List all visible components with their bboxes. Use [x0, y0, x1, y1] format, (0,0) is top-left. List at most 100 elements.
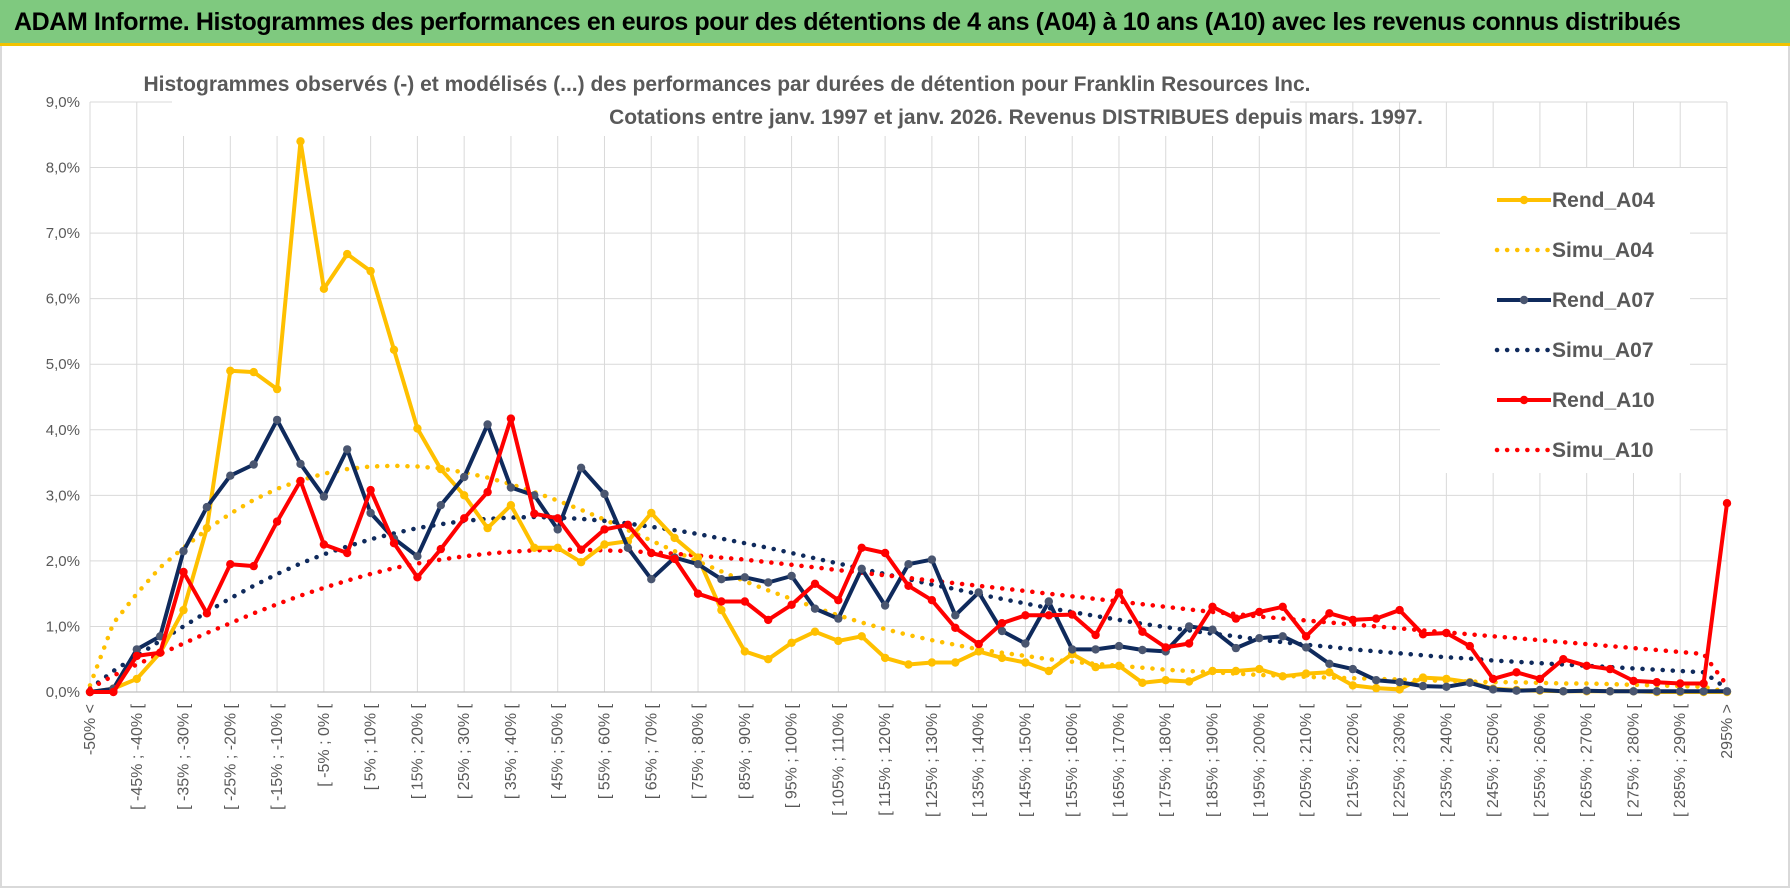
y-tick-label: 8,0%: [46, 160, 80, 177]
data-point-rend-a10: [927, 596, 937, 605]
data-point-rend-a10: [997, 619, 1007, 628]
data-point-rend-a04: [600, 540, 609, 549]
x-tick-label: [ 175% ; 180% [: [1158, 703, 1175, 817]
data-point-rend-a04: [226, 366, 235, 375]
series-layer: [85, 137, 1732, 697]
data-point-rend-a04: [202, 523, 212, 533]
data-point-rend-a07: [436, 501, 445, 510]
x-tick-label: [ 275% ; 280% [: [1625, 703, 1642, 817]
data-point-rend-a10: [857, 543, 866, 552]
data-point-rend-a07: [1629, 687, 1638, 696]
data-point-rend-a04: [296, 137, 305, 146]
data-point-rend-a07: [1278, 632, 1287, 641]
x-tick-label: [ 245% ; 250% [: [1485, 703, 1502, 817]
data-point-rend-a10: [1535, 674, 1545, 684]
data-point-rend-a04: [1208, 666, 1217, 676]
series-line-simu-a07: [87, 514, 1730, 691]
data-point-rend-a10: [810, 579, 820, 588]
data-point-rend-a10: [1582, 661, 1591, 670]
data-point-rend-a04: [530, 543, 539, 552]
data-point-rend-a04: [740, 647, 749, 656]
data-point-rend-a07: [787, 571, 796, 581]
x-tick-label: [ 55% ; 60% [: [596, 703, 613, 799]
data-point-rend-a07: [1722, 687, 1732, 696]
legend-label-rend-a10: Rend_A10: [1552, 389, 1655, 412]
y-tick-label: 1,0%: [46, 618, 80, 635]
data-point-rend-a07: [951, 611, 960, 620]
data-point-rend-a07: [1091, 645, 1100, 654]
data-point-rend-a07: [647, 575, 656, 584]
x-tick-label: 295% >: [1719, 704, 1736, 759]
x-tick-label: [ 185% ; 190% [: [1205, 703, 1222, 817]
data-point-rend-a07: [1512, 686, 1521, 695]
data-point-rend-a04: [1442, 674, 1451, 684]
data-point-rend-a04: [483, 523, 492, 533]
data-point-rend-a07: [1605, 687, 1615, 696]
data-point-rend-a10: [1184, 639, 1194, 648]
data-point-rend-a10: [1278, 602, 1287, 611]
data-point-rend-a04: [670, 533, 679, 543]
data-point-rend-a04: [1348, 681, 1358, 690]
x-tick-label: [ 95% ; 100% [: [784, 703, 801, 808]
data-point-rend-a07: [179, 546, 188, 556]
x-tick-label: [ 85% ; 90% [: [737, 703, 754, 799]
series-line-simu-a10: [87, 547, 1730, 691]
data-point-rend-a10: [1512, 668, 1521, 677]
data-point-rend-a04: [1231, 666, 1241, 676]
data-point-rend-a07: [506, 483, 516, 492]
data-point-rend-a07: [553, 525, 562, 534]
data-point-rend-a10: [974, 639, 983, 649]
data-point-rend-a10: [506, 414, 516, 423]
data-point-rend-a10: [1442, 628, 1451, 638]
data-point-rend-a10: [1699, 679, 1708, 688]
data-point-rend-a10: [366, 485, 375, 495]
data-point-rend-a04: [1301, 669, 1311, 678]
data-point-rend-a10: [1629, 676, 1638, 686]
data-point-rend-a07: [717, 575, 726, 584]
data-point-rend-a10: [530, 509, 539, 518]
data-point-rend-a07: [1231, 643, 1241, 653]
data-point-rend-a04: [1044, 666, 1054, 676]
data-point-rend-a04: [319, 284, 329, 293]
data-point-rend-a04: [997, 653, 1007, 663]
data-point-rend-a07: [460, 472, 469, 482]
data-point-rend-a10: [1722, 499, 1732, 508]
data-point-rend-a07: [927, 555, 937, 564]
data-point-rend-a04: [1021, 658, 1030, 667]
data-point-rend-a10: [156, 648, 165, 657]
x-tick-label: [ -25% ; -20% [: [222, 703, 239, 809]
data-point-rend-a04: [366, 266, 375, 276]
x-tick-label: [ 265% ; 270% [: [1579, 703, 1596, 817]
data-point-rend-a04: [974, 647, 983, 656]
data-point-rend-a04: [436, 464, 445, 474]
axis-layer: 0,0% 1,0% 2,0% 3,0% 4,0% 5,0% 6,0% 7,0% 8,0% 9,0%…: [46, 94, 1736, 817]
y-tick-label: 7,0%: [46, 225, 80, 242]
data-point-rend-a10: [1255, 607, 1264, 617]
chart-title-line2: Cotations entre janv. 1997 et janv. 2026…: [609, 106, 1423, 129]
data-point-rend-a10: [1091, 630, 1100, 640]
x-tick-label: [ 195% ; 200% [: [1251, 703, 1268, 817]
data-point-rend-a04: [764, 655, 773, 664]
x-tick-label: [ 15% ; 20% [: [409, 703, 426, 799]
legend-marker-rend-a10: [1519, 395, 1529, 405]
y-tick-label: 9,0%: [46, 94, 80, 111]
data-point-rend-a07: [226, 471, 235, 480]
data-point-rend-a10: [249, 561, 258, 571]
data-point-rend-a04: [880, 653, 890, 663]
data-point-rend-a04: [1325, 668, 1334, 677]
legend-background: [1440, 168, 1690, 473]
data-point-rend-a04: [717, 605, 726, 615]
x-tick-label: [ -35% ; -30% [: [176, 703, 193, 809]
data-point-rend-a10: [132, 651, 141, 661]
data-point-rend-a07: [1535, 685, 1545, 695]
data-point-rend-a10: [389, 539, 399, 548]
data-point-rend-a07: [1465, 678, 1475, 687]
data-point-rend-a04: [787, 638, 796, 647]
data-point-rend-a07: [1488, 685, 1498, 694]
data-point-rend-a10: [880, 548, 890, 558]
data-point-rend-a07: [576, 463, 586, 472]
data-point-rend-a07: [1068, 645, 1077, 654]
x-tick-label: [ 135% ; 140% [: [971, 703, 988, 817]
data-point-rend-a04: [857, 632, 866, 641]
data-point-rend-a07: [1255, 634, 1264, 643]
